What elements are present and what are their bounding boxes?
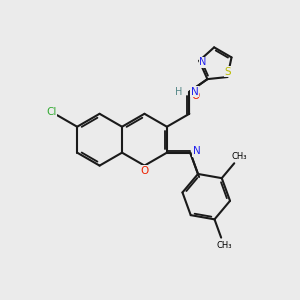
- Text: O: O: [191, 91, 200, 100]
- Text: O: O: [140, 166, 148, 176]
- Text: CH₃: CH₃: [216, 241, 232, 250]
- Text: N: N: [199, 57, 206, 67]
- Text: H: H: [175, 87, 182, 97]
- Text: Cl: Cl: [46, 107, 56, 117]
- Text: N: N: [191, 87, 199, 97]
- Text: CH₃: CH₃: [232, 152, 247, 161]
- Text: N: N: [193, 146, 200, 156]
- Text: S: S: [224, 67, 231, 77]
